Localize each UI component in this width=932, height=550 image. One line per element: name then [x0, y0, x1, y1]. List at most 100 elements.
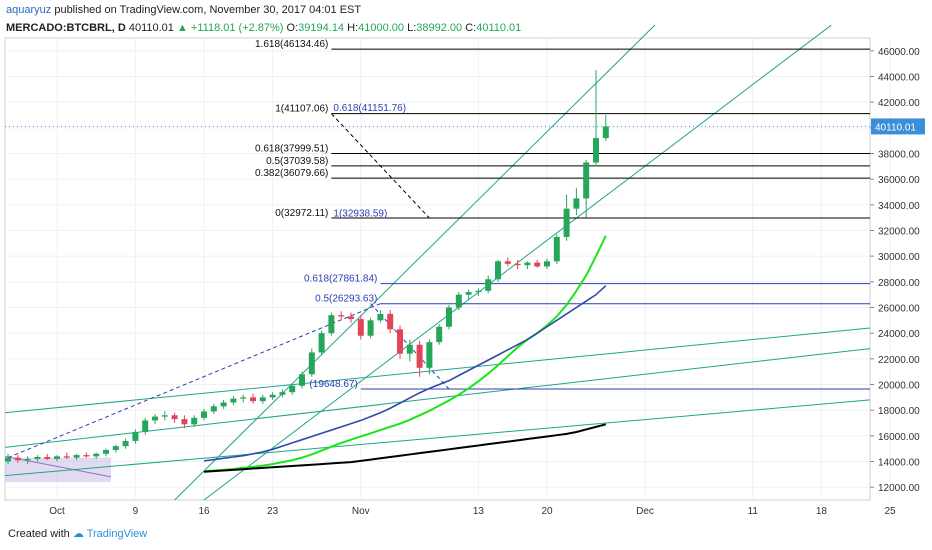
candle-body[interactable] [299, 374, 305, 386]
candle-body[interactable] [279, 392, 286, 395]
tradingview-brand[interactable]: TradingView [86, 528, 148, 540]
candle-body[interactable] [397, 329, 403, 354]
candle-body[interactable] [387, 313, 394, 330]
candle-body[interactable] [171, 415, 178, 420]
candle-body[interactable] [544, 261, 550, 267]
candle-body[interactable] [112, 446, 119, 450]
channel-line[interactable] [174, 24, 656, 501]
candle-body[interactable] [122, 440, 129, 447]
y-tick-label: 26000.00 [878, 304, 920, 315]
y-tick-label: 34000.00 [878, 201, 920, 212]
candle-body[interactable] [220, 402, 227, 407]
x-tick-label: 16 [198, 506, 210, 517]
candle-body[interactable] [465, 292, 472, 295]
candle-body[interactable] [63, 456, 70, 458]
candle-body[interactable] [44, 457, 51, 459]
fib-blue-label: 0.618(41151.76) [333, 103, 406, 114]
publish-line: aquaryuz published on TradingView.com, N… [6, 4, 361, 16]
candle-body[interactable] [446, 307, 452, 327]
candle-body[interactable] [103, 449, 109, 454]
footer: Created with ☁ TradingView [8, 527, 147, 540]
candle-body[interactable] [455, 294, 462, 308]
candle-body[interactable] [152, 416, 158, 421]
candle-body[interactable] [602, 126, 609, 139]
candle-body[interactable] [5, 457, 11, 462]
y-tick-label: 20000.00 [878, 381, 920, 392]
candle-body[interactable] [318, 333, 325, 353]
last-price: 40110.01 [128, 22, 174, 34]
candle-body[interactable] [289, 385, 296, 393]
author-link[interactable]: aquaryuz [6, 4, 52, 16]
fib-level-label: 1(41107.06) [275, 104, 328, 115]
candle-body[interactable] [250, 397, 256, 402]
plot-frame [4, 37, 871, 501]
fib-level-label: 0.382(36079.66) [255, 168, 328, 179]
candle-body[interactable] [338, 315, 345, 317]
x-tick-label: Nov [352, 506, 370, 517]
candle-body[interactable] [524, 262, 531, 266]
y-tick-label: 36000.00 [878, 175, 920, 186]
x-tick-label: 23 [267, 506, 279, 517]
candle-body[interactable] [259, 397, 266, 402]
fib-blue-label: 1(32938.59) [333, 208, 387, 219]
candle-body[interactable] [269, 394, 276, 398]
candle-body[interactable] [573, 198, 580, 209]
y-tick-label: 16000.00 [878, 432, 920, 443]
tradingview-logo-icon[interactable]: ☁ [72, 528, 84, 540]
candle-body[interactable] [553, 236, 560, 262]
candle-body[interactable] [230, 398, 237, 403]
candle-body[interactable] [14, 457, 21, 461]
symbol-label: MERCADO:BTCBRL, D [6, 22, 126, 34]
candle-body[interactable] [161, 415, 168, 417]
candle-body[interactable] [534, 262, 541, 267]
candle-body[interactable] [83, 455, 90, 457]
channel-line[interactable] [4, 399, 871, 477]
candle-body[interactable] [583, 162, 590, 199]
candle-body[interactable] [475, 290, 482, 293]
candle-body[interactable] [406, 344, 413, 354]
candle-body[interactable] [436, 326, 443, 343]
candle-body[interactable] [181, 419, 188, 425]
candle-body[interactable] [514, 263, 521, 266]
candle-body[interactable] [504, 261, 511, 264]
candle-body[interactable] [191, 417, 198, 425]
channel-line[interactable] [4, 327, 871, 414]
candle-body[interactable] [240, 397, 247, 399]
y-tick-label: 32000.00 [878, 227, 920, 238]
high-value: 41000.00 [358, 22, 405, 34]
channel-line[interactable] [4, 348, 871, 448]
y-tick-label: 38000.00 [878, 150, 920, 161]
candle-body[interactable] [24, 458, 31, 461]
candle-body[interactable] [73, 455, 80, 458]
y-tick-label: 14000.00 [878, 458, 920, 469]
candle-body[interactable] [308, 352, 315, 375]
y-tick-label: 24000.00 [878, 329, 920, 340]
candle-body[interactable] [416, 344, 423, 368]
candle-body[interactable] [328, 315, 335, 334]
candle-body[interactable] [210, 406, 217, 412]
candle-body[interactable] [142, 420, 149, 432]
x-tick-label: 25 [884, 506, 896, 517]
candle-body[interactable] [201, 411, 207, 418]
candle-body[interactable] [563, 208, 570, 237]
candle-body[interactable] [485, 279, 492, 291]
candle-body[interactable] [377, 313, 384, 321]
candle-body[interactable] [348, 316, 354, 320]
candle-body[interactable] [367, 320, 374, 336]
candle-body[interactable] [54, 456, 60, 459]
candle-body[interactable] [426, 342, 433, 368]
y-tick-label: 28000.00 [878, 278, 920, 289]
fib-level-label: 0(32972.11) [275, 208, 328, 219]
candle-body[interactable] [132, 431, 139, 441]
candle-body[interactable] [93, 453, 100, 457]
candle-body[interactable] [34, 457, 41, 459]
candle-body[interactable] [593, 138, 599, 163]
candle-body[interactable] [357, 319, 364, 336]
low-label: L: [407, 22, 417, 34]
change-value: +1118.01 (+2.87%) [190, 22, 284, 34]
fib-level-label: 0.618(37999.51) [255, 144, 328, 155]
candle-body[interactable] [495, 261, 501, 280]
fib-blue-label: (19648.67) [309, 379, 357, 390]
open-label: O: [286, 22, 299, 34]
